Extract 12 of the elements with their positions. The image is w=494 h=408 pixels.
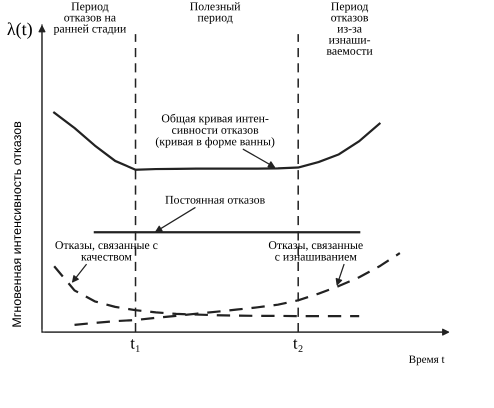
- x-tick-label: t₁: [130, 339, 140, 352]
- text: Полезный период: [190, 2, 240, 24]
- x-axis-title: Время t: [409, 356, 445, 366]
- text: λ(t): [7, 22, 32, 39]
- x-tick-label: t₂: [293, 339, 303, 352]
- annotation: Общая кривая интен- сивности отказов (кривая в форме ванны): [156, 114, 274, 148]
- y-axis-title: Мгновенная интенсивность отказов: [12, 122, 22, 327]
- annotation: Отказы, связанные с изнашиванием: [268, 241, 363, 261]
- text: Период отказов на ранней стадии: [54, 2, 126, 35]
- annotation: Постоянная отказов: [165, 196, 265, 204]
- text: Период отказов из-за изнаши- ваемости: [326, 2, 372, 55]
- annotation: Отказы, связанные с качеством: [55, 241, 158, 261]
